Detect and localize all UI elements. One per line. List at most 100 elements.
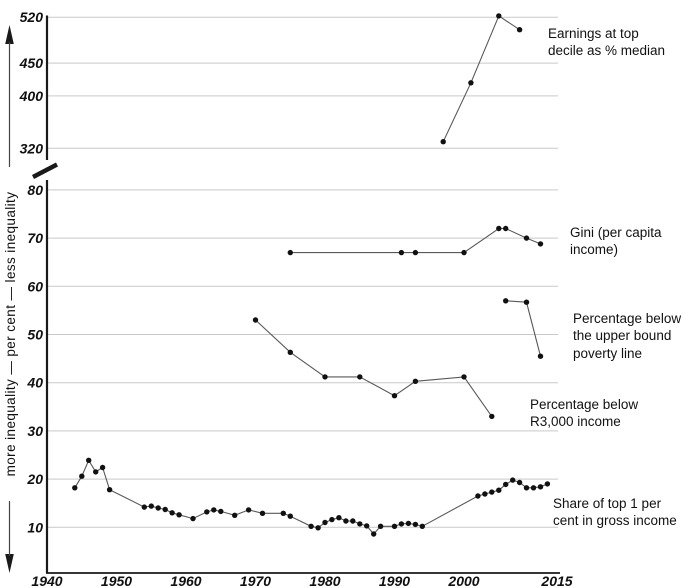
point-share-top1-gross-income-1971 [259, 510, 266, 516]
y-tick-60: 60 [27, 278, 43, 294]
point-share-top1-gross-income-1985 [357, 521, 363, 527]
point-share-top1-gross-income-1983 [343, 518, 349, 524]
series-line-below-r3000-income [255, 319, 493, 417]
point-below-r3000-income-1993 [412, 378, 419, 384]
series-line-below-upper-bound-poverty-line [505, 300, 542, 357]
point-gini-per-capita-income-2000 [461, 249, 467, 256]
x-tick-1980: 1980 [309, 573, 340, 588]
point-share-top1-gross-income-1990 [391, 523, 398, 529]
point-share-top1-gross-income-1964 [211, 507, 217, 513]
point-share-top1-gross-income-1949 [106, 487, 113, 493]
point-share-top1-gross-income-1984 [350, 518, 356, 524]
point-share-top1-gross-income-2005 [496, 487, 502, 493]
point-earnings-top-decile-2005 [496, 13, 502, 19]
point-share-top1-gross-income-1955 [148, 503, 154, 509]
axis-break-mark [31, 162, 59, 179]
point-below-upper-bound-poverty-line-2009 [523, 299, 530, 305]
x-tick-1950: 1950 [101, 573, 132, 588]
x-tick-1940: 1940 [31, 573, 62, 588]
point-share-top1-gross-income-1944 [72, 485, 78, 491]
x-tick-2015: 2015 [540, 573, 572, 588]
point-share-top1-gross-income-1965 [218, 508, 224, 515]
series-line-earnings-top-decile [442, 15, 520, 142]
point-share-top1-gross-income-1969 [245, 507, 252, 513]
point-below-r3000-income-1970 [252, 317, 259, 323]
less-inequality-arrow-icon [5, 25, 14, 44]
point-share-top1-gross-income-2009 [523, 485, 530, 491]
label-earnings-top-decile: Earnings at top decile as % median [548, 26, 666, 59]
point-share-top1-gross-income-1958 [169, 510, 175, 516]
point-share-top1-gross-income-1957 [162, 506, 168, 513]
point-share-top1-gross-income-1946 [86, 457, 92, 463]
point-share-top1-gross-income-1945 [79, 473, 85, 479]
y-tick-30: 30 [27, 423, 43, 439]
point-share-top1-gross-income-1978 [308, 523, 314, 529]
point-share-top1-gross-income-1986 [364, 523, 370, 529]
point-share-top1-gross-income-2011 [537, 484, 544, 490]
point-share-top1-gross-income-1975 [287, 513, 293, 519]
y-tick-20: 20 [26, 471, 43, 487]
label-gini-per-capita-income: Gini (per capita income) [570, 225, 662, 258]
y-tick-80: 80 [27, 182, 43, 198]
point-gini-per-capita-income-2006 [503, 225, 509, 232]
point-share-top1-gross-income-1980 [322, 519, 328, 526]
point-earnings-top-decile-2001 [468, 80, 474, 86]
point-share-top1-gross-income-1956 [155, 505, 161, 511]
label-upper-bound-poverty-line: Percentage below the upper bound poverty… [573, 311, 682, 361]
point-share-top1-gross-income-1947 [93, 469, 99, 475]
point-share-top1-gross-income-2002 [475, 493, 481, 499]
point-earnings-top-decile-1997 [440, 139, 446, 145]
y-tick-70: 70 [27, 230, 43, 246]
point-below-upper-bound-poverty-line-2006 [503, 298, 509, 304]
point-share-top1-gross-income-1981 [329, 516, 335, 523]
point-share-top1-gross-income-1967 [232, 512, 238, 518]
label-share-top1-gross-income: Share of top 1 per cent in gross income [553, 496, 677, 529]
point-share-top1-gross-income-2010 [530, 485, 537, 491]
point-share-top1-gross-income-1974 [280, 510, 286, 516]
x-tick-1970: 1970 [240, 573, 271, 588]
y-tick-10: 10 [27, 519, 43, 535]
point-share-top1-gross-income-1979 [315, 525, 321, 531]
y-tick-40: 40 [26, 375, 43, 391]
point-share-top1-gross-income-1982 [336, 515, 342, 521]
point-share-top1-gross-income-1992 [405, 520, 412, 527]
more-inequality-arrow-icon [5, 554, 14, 573]
point-below-r3000-income-1975 [287, 349, 293, 355]
point-gini-per-capita-income-1993 [412, 249, 419, 256]
point-share-top1-gross-income-2008 [516, 479, 523, 486]
point-gini-per-capita-income-2005 [496, 225, 502, 232]
point-share-top1-gross-income-2012 [544, 481, 551, 487]
point-gini-per-capita-income-2009 [523, 235, 530, 241]
point-below-r3000-income-1985 [357, 374, 363, 380]
point-gini-per-capita-income-1991 [398, 249, 405, 256]
point-share-top1-gross-income-2007 [510, 477, 516, 483]
point-share-top1-gross-income-1991 [398, 521, 405, 527]
y-tick-450: 450 [19, 55, 44, 71]
point-below-r3000-income-1980 [322, 374, 328, 380]
point-share-top1-gross-income-1963 [204, 509, 210, 515]
point-share-top1-gross-income-1988 [377, 523, 384, 529]
x-tick-1990: 1990 [379, 573, 410, 588]
point-share-top1-gross-income-1994 [419, 523, 425, 529]
point-share-top1-gross-income-1954 [141, 504, 147, 510]
x-tick-2000: 2000 [447, 573, 479, 588]
x-tick-1960: 1960 [170, 573, 201, 588]
point-gini-per-capita-income-1975 [287, 249, 293, 256]
point-below-upper-bound-poverty-line-2011 [537, 353, 544, 359]
series-line-gini-per-capita-income [290, 227, 541, 254]
y-tick-320: 320 [20, 140, 44, 156]
label-below-r3000-income: Percentage below R3,000 income [530, 397, 639, 430]
point-share-top1-gross-income-2004 [489, 489, 495, 495]
point-share-top1-gross-income-1959 [176, 512, 182, 518]
point-below-r3000-income-1990 [391, 393, 398, 399]
point-share-top1-gross-income-1987 [371, 531, 377, 537]
point-share-top1-gross-income-1993 [412, 521, 419, 528]
point-share-top1-gross-income-2003 [482, 491, 488, 497]
y-axis-label: more inequality — per cent — less inequa… [2, 191, 18, 477]
y-tick-520: 520 [20, 9, 44, 25]
point-below-r3000-income-2004 [489, 413, 495, 420]
y-tick-50: 50 [27, 327, 43, 343]
point-share-top1-gross-income-2006 [503, 481, 509, 488]
point-share-top1-gross-income-1948 [99, 464, 106, 471]
